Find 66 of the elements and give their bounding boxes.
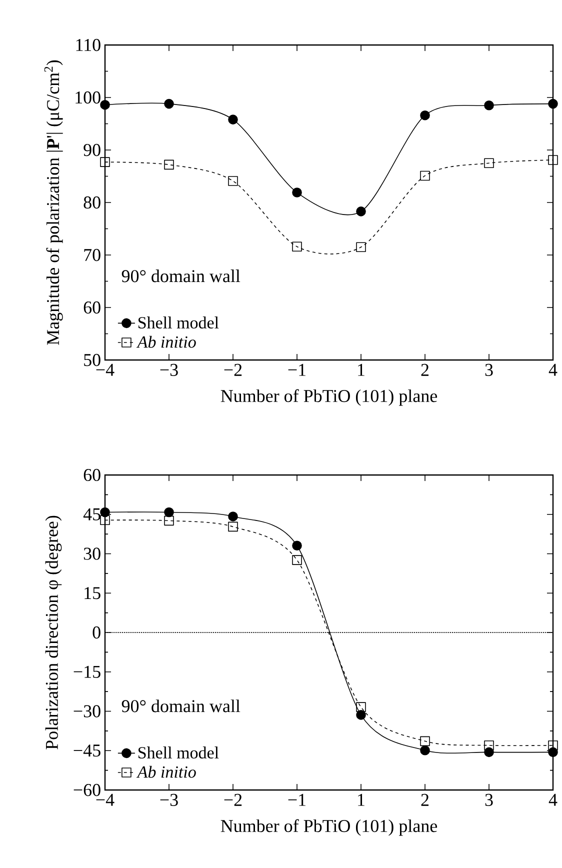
point bbox=[484, 100, 494, 110]
x-tick-label: −3 bbox=[160, 364, 178, 376]
annotation: 90° domain wall bbox=[122, 700, 240, 712]
y-tick-label: 110 bbox=[76, 38, 100, 52]
point bbox=[164, 507, 174, 518]
y-tick-label: 30 bbox=[84, 548, 100, 560]
x-tick-label: 1 bbox=[358, 794, 364, 806]
legend-label: Ab initio bbox=[136, 766, 196, 778]
y-tick-label: −15 bbox=[74, 666, 100, 678]
point bbox=[420, 745, 430, 756]
x-axis-title: Number of PbTiO (101) plane bbox=[220, 389, 438, 406]
point bbox=[100, 100, 110, 110]
x-tick-label: 4 bbox=[548, 794, 558, 806]
x-tick-label: −1 bbox=[288, 364, 306, 376]
y-tick-label: −30 bbox=[74, 705, 100, 718]
point bbox=[484, 740, 494, 750]
x-tick-label: 2 bbox=[421, 364, 429, 376]
y-tick-label: 15 bbox=[84, 587, 100, 600]
point bbox=[548, 155, 558, 165]
legend-label: Ab initio bbox=[136, 336, 196, 348]
x-tick-label: 1 bbox=[358, 364, 364, 376]
point bbox=[100, 515, 110, 526]
y-axis-title: Magnitude of polarization |P'| (μC/cm$^{2}$) bbox=[44, 60, 63, 345]
point bbox=[164, 516, 174, 526]
y-axis-title: Polarization direction φ (degree) bbox=[45, 516, 62, 750]
x-tick-label: 3 bbox=[485, 364, 493, 376]
x-tick-label: −2 bbox=[224, 794, 242, 806]
point bbox=[292, 242, 302, 252]
point bbox=[100, 157, 110, 167]
point bbox=[292, 540, 302, 551]
x-tick-label: 3 bbox=[485, 794, 493, 806]
x-tick-label: −3 bbox=[160, 794, 178, 806]
point bbox=[164, 160, 174, 170]
point bbox=[356, 702, 366, 712]
legend-label: Shell model bbox=[138, 316, 219, 329]
y-tick-label: 100 bbox=[76, 91, 100, 104]
point bbox=[484, 158, 494, 168]
y-tick-label: 60 bbox=[84, 301, 100, 314]
y-tick-label: 70 bbox=[84, 248, 100, 262]
y-tick-label: 80 bbox=[84, 196, 100, 209]
y-tick-label: 45 bbox=[83, 508, 100, 520]
y-tick-label: 90 bbox=[84, 144, 100, 156]
point bbox=[356, 242, 366, 252]
y-tick-label: 0 bbox=[92, 626, 100, 639]
point bbox=[356, 206, 366, 216]
point bbox=[228, 176, 238, 186]
point bbox=[292, 555, 302, 565]
point bbox=[548, 740, 558, 750]
point bbox=[228, 114, 238, 124]
x-axis-title: Number of PbTiO (101) plane bbox=[220, 819, 438, 836]
annotation: 90° domain wall bbox=[122, 270, 240, 282]
point bbox=[420, 736, 430, 746]
legend-label: Shell model bbox=[138, 746, 219, 759]
x-tick-label: 2 bbox=[421, 794, 428, 806]
point bbox=[228, 512, 238, 522]
point bbox=[228, 522, 238, 532]
x-tick-label: 4 bbox=[548, 364, 558, 376]
point bbox=[420, 110, 430, 120]
point bbox=[548, 98, 558, 109]
point bbox=[292, 188, 302, 198]
x-tick-label: −2 bbox=[224, 364, 242, 376]
x-tick-label: −1 bbox=[288, 794, 306, 806]
point bbox=[420, 170, 430, 181]
y-tick-label: 60 bbox=[84, 468, 100, 482]
point bbox=[164, 98, 174, 109]
y-tick-label: −45 bbox=[74, 744, 100, 757]
